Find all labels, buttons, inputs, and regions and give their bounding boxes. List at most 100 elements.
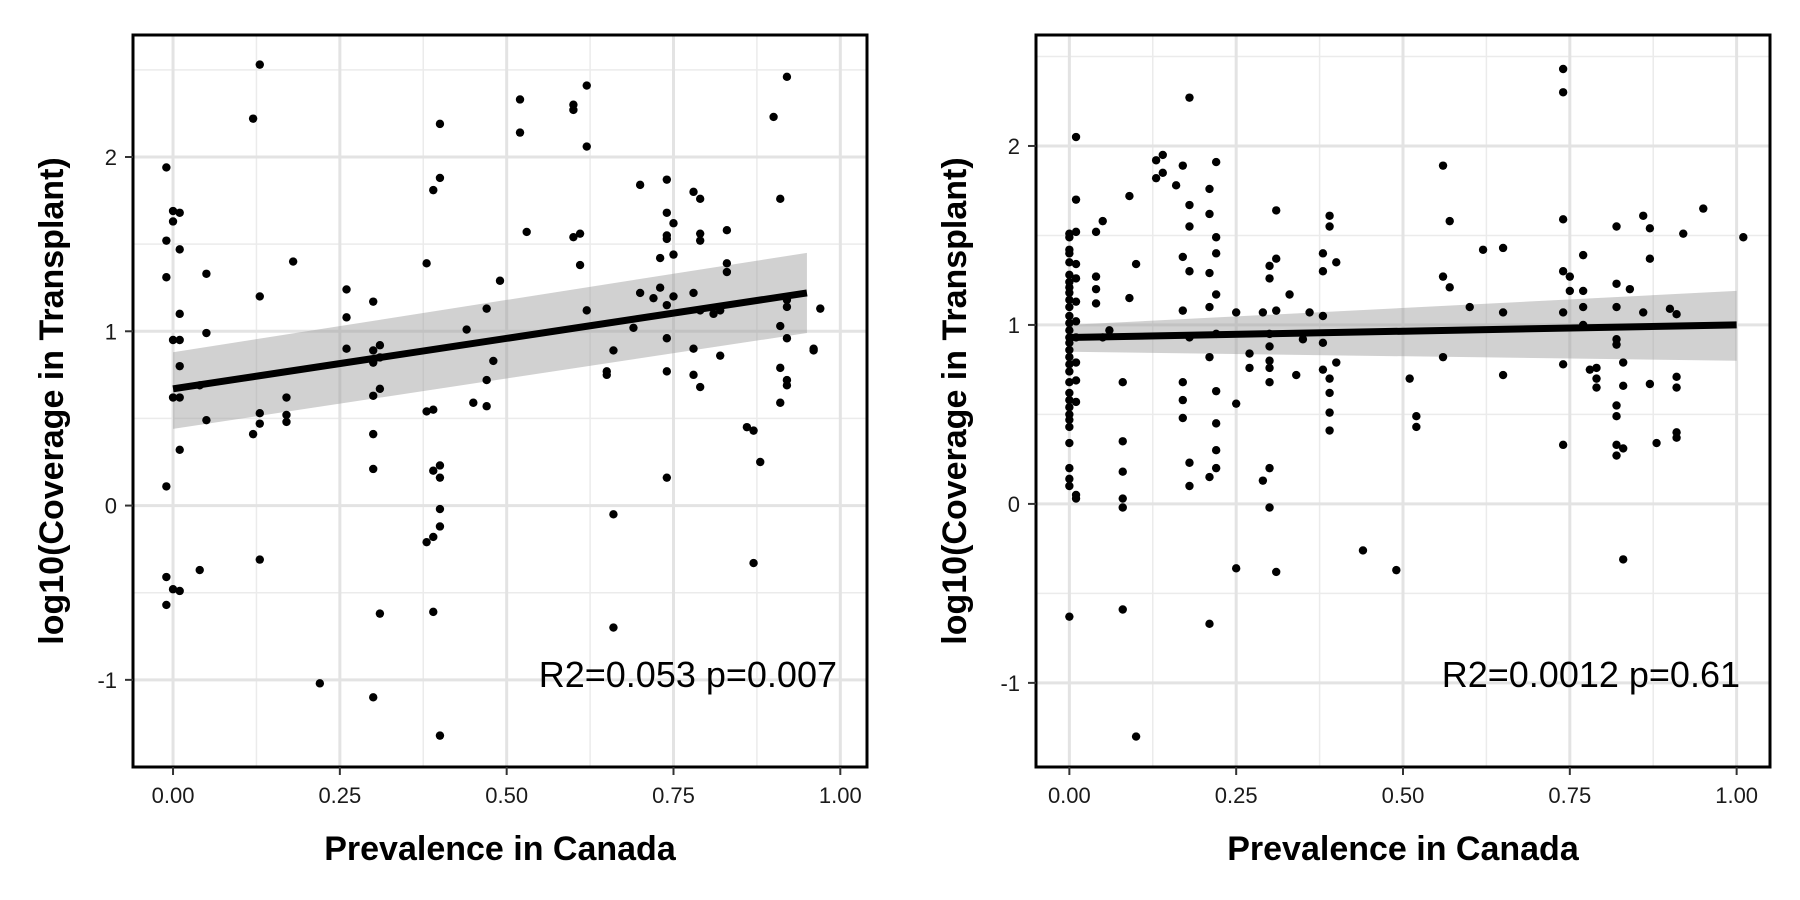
- data-point: [162, 572, 171, 582]
- data-point: [1205, 209, 1214, 219]
- data-point: [1625, 284, 1635, 294]
- data-point: [1265, 378, 1274, 387]
- data-point: [1158, 150, 1167, 160]
- data-point: [662, 473, 672, 482]
- data-point: [1211, 419, 1221, 428]
- data-point: [168, 217, 178, 226]
- data-point: [1245, 363, 1254, 373]
- data-point: [1438, 161, 1448, 170]
- data-point: [1578, 250, 1588, 260]
- data-point: [602, 370, 611, 380]
- y-tick-label: 0: [1008, 492, 1020, 517]
- data-point: [1211, 249, 1221, 258]
- data-point: [422, 537, 431, 547]
- data-point: [255, 419, 264, 428]
- data-point: [1178, 306, 1188, 315]
- data-point: [1065, 318, 1074, 328]
- data-point: [709, 309, 718, 319]
- data-point: [662, 208, 672, 217]
- data-point: [1178, 252, 1188, 262]
- data-point: [1071, 297, 1081, 306]
- stats-annotation: R2=0.0012 p=0.61: [1442, 654, 1740, 695]
- data-point: [1592, 363, 1601, 373]
- data-point: [1178, 161, 1188, 170]
- data-point: [1071, 195, 1081, 204]
- data-point: [689, 344, 698, 353]
- data-point: [1065, 403, 1074, 412]
- data-point: [1185, 222, 1194, 231]
- data-point: [1325, 211, 1334, 220]
- data-point: [469, 398, 478, 407]
- data-point: [1565, 272, 1575, 281]
- axes: 0.00 0.25 0.50 0.75 1.00 -1 0 1 2: [1000, 33, 1772, 808]
- data-point: [1318, 249, 1328, 258]
- data-point: [1318, 267, 1328, 276]
- data-point: [1612, 401, 1621, 410]
- data-point: [1645, 224, 1655, 233]
- data-point: [1639, 308, 1648, 317]
- stats-annotation: R2=0.053 p=0.007: [539, 654, 837, 695]
- data-point: [1292, 370, 1301, 380]
- data-point: [1558, 360, 1568, 369]
- data-point: [1091, 227, 1101, 237]
- data-point: [1071, 317, 1081, 326]
- data-point: [1405, 374, 1414, 383]
- data-point: [462, 325, 471, 334]
- data-point: [482, 375, 491, 385]
- data-point: [1318, 338, 1328, 348]
- data-point: [1178, 413, 1188, 423]
- data-point: [662, 367, 672, 376]
- data-point: [809, 344, 818, 353]
- data-point: [168, 206, 178, 216]
- data-point: [1185, 93, 1194, 102]
- data-point: [569, 105, 578, 115]
- data-point: [1065, 415, 1074, 424]
- data-point: [1619, 381, 1628, 390]
- data-point: [515, 128, 525, 137]
- data-point: [1178, 395, 1188, 405]
- data-point: [782, 334, 792, 343]
- data-point: [689, 187, 698, 197]
- data-point: [669, 292, 678, 301]
- data-point: [749, 426, 758, 435]
- data-point: [1265, 503, 1274, 512]
- data-point: [1071, 494, 1081, 503]
- data-point: [1071, 259, 1081, 269]
- data-point: [429, 405, 438, 414]
- data-point: [1205, 619, 1214, 629]
- data-point: [1412, 412, 1421, 421]
- data-point: [1585, 365, 1595, 374]
- data-point: [1558, 267, 1568, 276]
- data-point: [1185, 458, 1194, 467]
- x-tick-label: 0.00: [152, 783, 195, 808]
- data-point: [1185, 200, 1194, 210]
- data-point: [1065, 249, 1074, 258]
- data-point: [722, 267, 732, 277]
- data-point: [1592, 374, 1601, 383]
- confidence-band-layer: [1069, 290, 1737, 361]
- fit-line-layer: [1069, 321, 1737, 341]
- data-point: [248, 429, 258, 439]
- data-point: [429, 532, 438, 542]
- data-point: [435, 504, 445, 514]
- data-point: [1065, 395, 1074, 405]
- data-point: [175, 309, 184, 319]
- data-point: [435, 173, 445, 183]
- data-point: [662, 300, 672, 310]
- data-point: [1438, 352, 1448, 362]
- data-point: [756, 457, 765, 467]
- data-point: [769, 112, 778, 122]
- data-point: [495, 276, 505, 285]
- data-point: [1558, 64, 1568, 74]
- data-point: [1612, 440, 1621, 450]
- data-point: [168, 393, 178, 402]
- plot-frame: [131, 33, 869, 769]
- data-point: [1071, 358, 1081, 367]
- data-point: [695, 236, 705, 245]
- x-tick-label: 0.75: [652, 783, 695, 808]
- data-point: [1125, 293, 1134, 303]
- data-point: [649, 293, 658, 303]
- data-point: [1358, 546, 1368, 555]
- data-point: [1065, 481, 1074, 491]
- data-point: [482, 402, 491, 411]
